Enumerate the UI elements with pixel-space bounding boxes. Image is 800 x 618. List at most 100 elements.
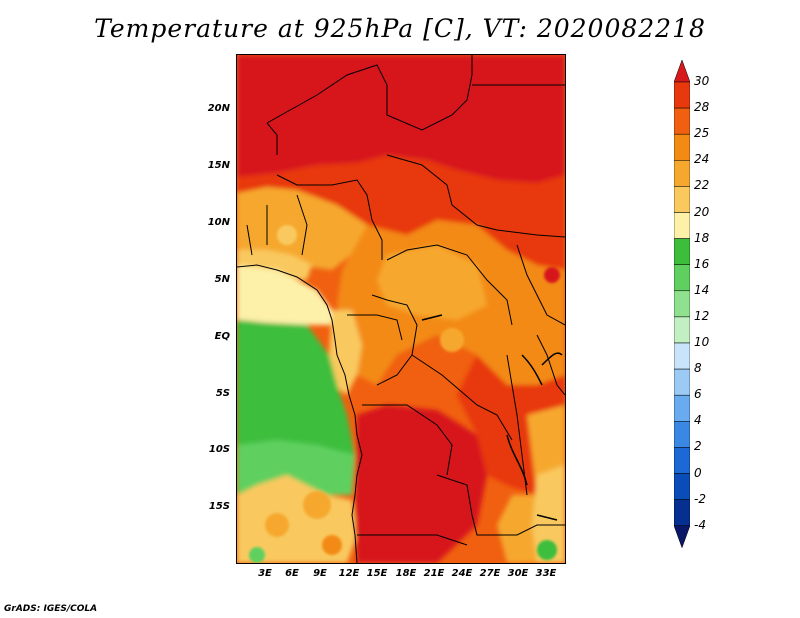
colorbar-segment — [674, 316, 690, 344]
colorbar-label: 0 — [694, 465, 702, 480]
coastline — [237, 264, 363, 563]
map-title: Temperature at 925hPa [C], VT: 202008221… — [94, 14, 706, 43]
border — [371, 294, 418, 386]
colorbar-segment — [674, 473, 690, 500]
border — [246, 224, 253, 256]
zone-east-cool — [532, 465, 565, 563]
colorbar-label: 4 — [694, 413, 702, 428]
border — [296, 194, 308, 256]
zone-atlantic-14 — [237, 440, 355, 495]
colorbar-segment — [674, 238, 690, 265]
border — [536, 334, 565, 396]
lake — [506, 434, 528, 486]
colorbar-segment — [674, 368, 690, 396]
border — [266, 122, 278, 155]
colorbar-label: 18 — [694, 230, 710, 245]
lon-tick-label: 18E — [395, 568, 417, 579]
colorbar-label: 6 — [694, 387, 702, 402]
colorbar-segment — [674, 421, 690, 448]
border — [276, 174, 383, 260]
border — [266, 55, 473, 131]
temperature-map — [236, 54, 566, 564]
zone-angola-hot — [355, 405, 487, 563]
colorbar-label: -2 — [694, 491, 706, 506]
border — [357, 534, 468, 546]
borders — [237, 55, 565, 563]
colorbar-label: 28 — [694, 100, 710, 115]
lat-tick-label: 15N — [207, 160, 230, 171]
colorbar-label: 30 — [694, 74, 710, 88]
colorbar-segment — [674, 499, 690, 526]
lon-tick-label: 6E — [285, 568, 299, 579]
blob — [303, 491, 331, 519]
zone-north-hot — [237, 55, 565, 183]
colorbar-label: 22 — [694, 178, 710, 193]
blob — [544, 267, 560, 283]
colorbar-segment — [674, 525, 690, 549]
colorbar-label: 25 — [694, 126, 710, 141]
blob — [537, 540, 557, 560]
blob — [277, 225, 297, 245]
colorbar-label: 12 — [694, 308, 710, 323]
lat-tick-label: 10S — [208, 444, 230, 455]
lakes — [421, 314, 563, 521]
colorbar-label: 20 — [694, 204, 710, 219]
blob — [440, 328, 464, 352]
lon-tick-label: 27E — [479, 568, 501, 579]
credit-text: GrADS: IGES/COLA — [4, 604, 98, 614]
colorbar-segment — [674, 160, 690, 187]
colorbar-segment — [674, 186, 690, 213]
lon-tick-label: 15E — [366, 568, 388, 579]
lat-tick-label: 10N — [207, 217, 230, 228]
lat-tick-label: EQ — [214, 331, 230, 342]
lon-tick-label: 3E — [258, 568, 272, 579]
lat-tick-label: 5N — [214, 274, 230, 285]
zone-congo — [377, 245, 487, 320]
lon-tick-label: 12E — [338, 568, 360, 579]
border — [516, 244, 565, 326]
lon-tick-label: 21E — [423, 568, 445, 579]
blob — [322, 535, 342, 555]
border — [362, 404, 453, 476]
colorbar-label: -4 — [694, 517, 706, 532]
lake — [541, 352, 563, 366]
colorbar-segment — [674, 394, 690, 422]
colorbar-segment — [674, 264, 690, 292]
colorbar-label: 16 — [694, 256, 710, 271]
border — [436, 474, 565, 536]
zone-sahel — [237, 155, 565, 270]
border — [506, 354, 528, 496]
lake — [421, 314, 443, 321]
colorbar-label: 24 — [694, 152, 710, 167]
lon-tick-label: 30E — [507, 568, 529, 579]
lake — [521, 354, 543, 386]
colorbar-label: 14 — [694, 282, 710, 297]
colorbar-segment — [674, 107, 690, 135]
colorbar-label: 8 — [694, 361, 702, 376]
temperature-field — [237, 55, 565, 563]
colorbar-label: 2 — [694, 439, 702, 454]
colorbar-segment — [674, 133, 690, 161]
lon-tick-label: 9E — [313, 568, 327, 579]
border — [411, 354, 513, 441]
colorbar-label: 10 — [694, 335, 710, 349]
lon-tick-label: 24E — [451, 568, 473, 579]
border — [451, 204, 565, 238]
lat-tick-label: 20N — [207, 103, 230, 114]
zone-gabon — [329, 310, 362, 395]
lake — [536, 514, 558, 521]
colorbar-segment — [674, 447, 690, 474]
lat-tick-label: 5S — [215, 388, 230, 399]
zone-west-africa — [237, 187, 367, 270]
colorbar-segment — [674, 290, 690, 318]
border — [386, 244, 513, 326]
colorbar-segment — [674, 342, 690, 370]
blob — [265, 513, 289, 537]
colorbar — [674, 60, 690, 549]
lat-tick-label: 15S — [208, 501, 230, 512]
colorbar-segment — [674, 81, 690, 109]
colorbar-segment — [674, 60, 690, 83]
zone-atlantic-16 — [237, 320, 355, 455]
blob — [249, 547, 265, 563]
colorbar-segment — [674, 212, 690, 239]
